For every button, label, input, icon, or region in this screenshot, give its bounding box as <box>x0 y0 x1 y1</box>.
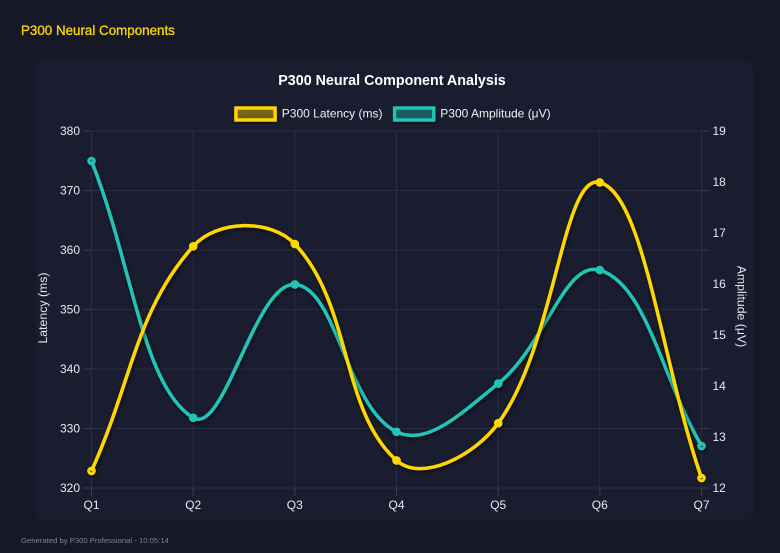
svg-text:380: 380 <box>60 124 80 138</box>
svg-text:Q5: Q5 <box>490 498 506 512</box>
svg-text:18: 18 <box>713 175 727 189</box>
svg-text:P300 Latency (ms): P300 Latency (ms) <box>282 107 383 121</box>
svg-text:Q6: Q6 <box>592 498 608 512</box>
svg-text:Q4: Q4 <box>388 498 404 512</box>
svg-text:12: 12 <box>713 481 727 495</box>
svg-text:340: 340 <box>60 362 80 376</box>
svg-text:360: 360 <box>60 243 80 257</box>
svg-text:Q2: Q2 <box>185 498 201 512</box>
svg-text:P300 Amplitude (μV): P300 Amplitude (μV) <box>440 107 550 121</box>
svg-text:P300 Neural Component Analysis: P300 Neural Component Analysis <box>278 73 506 89</box>
svg-text:330: 330 <box>60 422 80 436</box>
svg-text:17: 17 <box>713 226 727 240</box>
svg-text:13: 13 <box>713 430 727 444</box>
svg-text:Q1: Q1 <box>83 498 99 512</box>
svg-text:15: 15 <box>713 328 727 342</box>
svg-text:16: 16 <box>713 277 727 291</box>
svg-text:Q3: Q3 <box>287 498 303 512</box>
svg-text:14: 14 <box>713 379 727 393</box>
svg-text:350: 350 <box>60 303 80 317</box>
svg-text:370: 370 <box>60 184 80 198</box>
svg-text:Latency (ms): Latency (ms) <box>36 272 50 343</box>
svg-text:Q7: Q7 <box>693 498 709 512</box>
svg-text:320: 320 <box>60 481 80 495</box>
svg-text:19: 19 <box>713 124 727 138</box>
svg-text:Amplitude (μV): Amplitude (μV) <box>735 266 749 348</box>
